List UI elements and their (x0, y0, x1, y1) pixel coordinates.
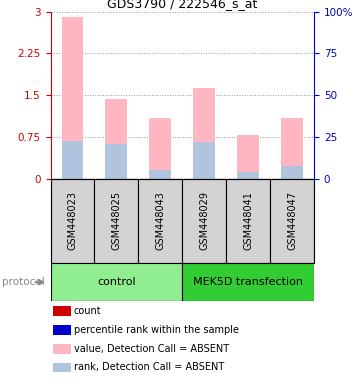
Bar (53, 344, 70, 354)
Text: MEK5D transfection: MEK5D transfection (193, 277, 303, 287)
Bar (53, 362, 70, 372)
Text: GSM448025: GSM448025 (112, 191, 121, 250)
Bar (149, 118, 171, 179)
Bar (226, 179, 270, 263)
Text: GSM448043: GSM448043 (155, 191, 165, 250)
Bar (105, 99, 127, 179)
Bar (61, 141, 83, 179)
Text: GSM448023: GSM448023 (68, 191, 78, 250)
Text: count: count (74, 306, 101, 316)
Bar (281, 118, 303, 179)
Bar (105, 144, 127, 179)
Bar (182, 263, 314, 301)
Bar (53, 325, 70, 335)
Bar (53, 306, 70, 316)
Bar (51, 263, 182, 301)
Bar (281, 166, 303, 179)
Bar (51, 179, 95, 263)
Text: GSM448047: GSM448047 (287, 191, 297, 250)
Text: value, Detection Call = ABSENT: value, Detection Call = ABSENT (74, 344, 229, 354)
Bar (193, 142, 215, 179)
Text: control: control (97, 277, 136, 287)
Bar (237, 172, 259, 179)
Text: GSM448029: GSM448029 (199, 191, 209, 250)
Text: rank, Detection Call = ABSENT: rank, Detection Call = ABSENT (74, 362, 224, 372)
Text: percentile rank within the sample: percentile rank within the sample (74, 325, 239, 335)
Bar (237, 135, 259, 179)
Text: protocol: protocol (2, 277, 44, 287)
Title: GDS3790 / 222546_s_at: GDS3790 / 222546_s_at (107, 0, 257, 10)
Bar (149, 170, 171, 179)
Bar (61, 17, 83, 179)
Bar (270, 179, 314, 263)
Bar (95, 179, 138, 263)
Text: GSM448041: GSM448041 (243, 191, 253, 250)
Bar (182, 179, 226, 263)
Bar (138, 179, 182, 263)
Bar (193, 88, 215, 179)
